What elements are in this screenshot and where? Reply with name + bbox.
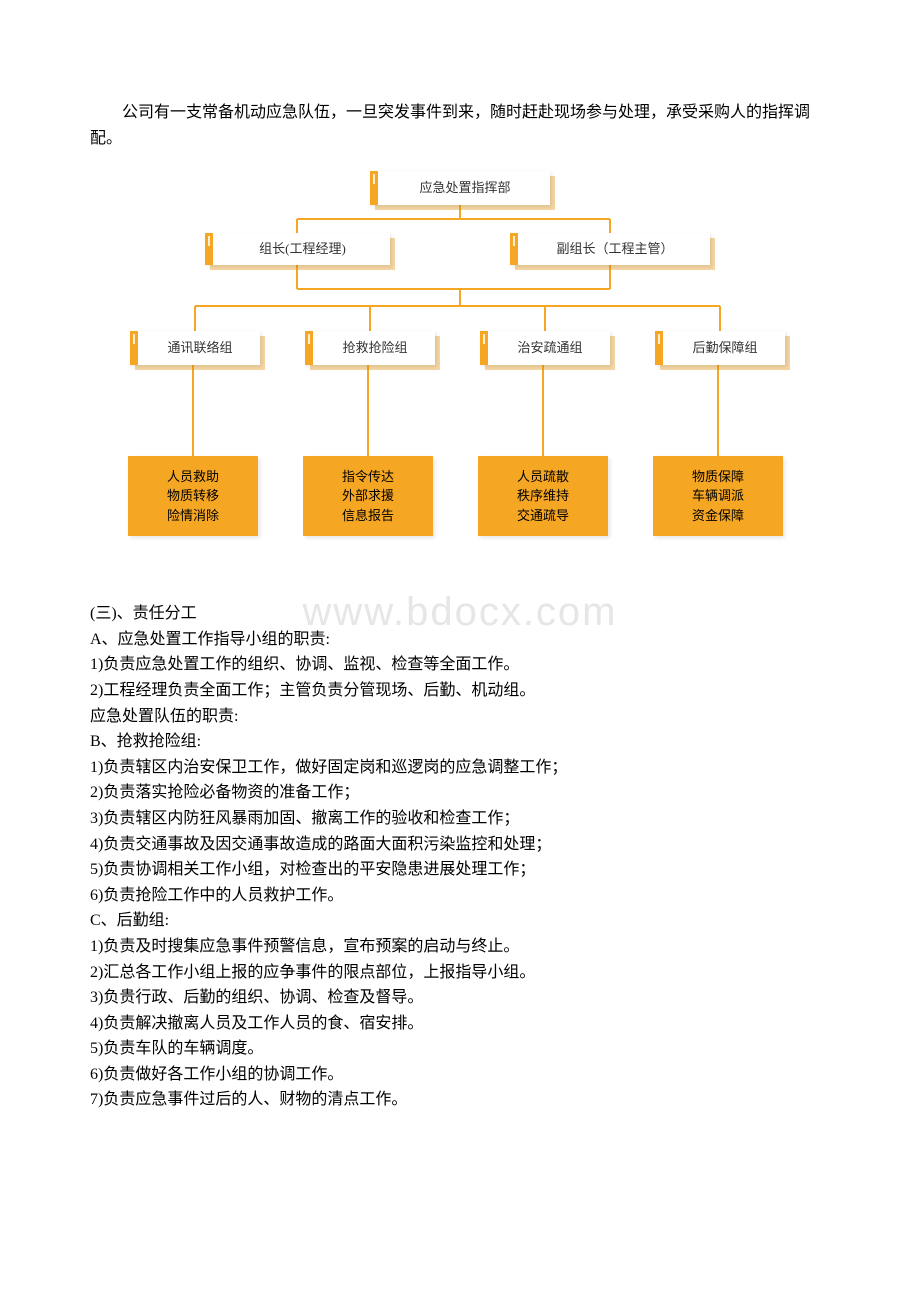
list-item: 6)负责抢险工作中的人员救护工作。 [90, 883, 830, 909]
leaf-line: 指令传达 [342, 467, 394, 487]
node-security-group: 治安疏通组 [480, 331, 610, 365]
leaf-line: 物质转移 [167, 486, 219, 506]
leaf-line: 资金保障 [692, 506, 744, 526]
node-deputy: 副组长（工程主管） [510, 233, 710, 265]
list-item: 2)工程经理负责全面工作；主管负责分管现场、后勤、机动组。 [90, 678, 830, 704]
list-item: 5)负责协调相关工作小组，对检查出的平安隐患进展处理工作； [90, 857, 830, 883]
leaf-line: 秩序维持 [517, 486, 569, 506]
leaf-line: 人员救助 [167, 467, 219, 487]
leaf-line: 物质保障 [692, 467, 744, 487]
list-item: 2)负责落实抢险必备物资的准备工作； [90, 780, 830, 806]
node-rescue-group: 抢救抢险组 [305, 331, 435, 365]
leaf-line: 人员疏散 [517, 467, 569, 487]
list-item: 1)负责及时搜集应急事件预警信息，宣布预案的启动与终止。 [90, 934, 830, 960]
list-item: 4)负责解决撤离人员及工作人员的食、宿安排。 [90, 1011, 830, 1037]
list-item: 3)负责辖区内防狂风暴雨加固、撤离工作的验收和检查工作； [90, 806, 830, 832]
node-leader: 组长(工程经理) [205, 233, 390, 265]
org-chart: 应急处置指挥部 组长(工程经理) 副组长（工程主管） 通讯联络组 抢救抢险组 治… [90, 171, 830, 571]
section-3: (三)、责任分工 A、应急处置工作指导小组的职责: 1)负责应急处置工作的组织、… [90, 601, 830, 1113]
list-item: 4)负责交通事故及因交通事故造成的路面大面积污染监控和处理； [90, 832, 830, 858]
leaf-comm: 人员救助 物质转移 险情消除 [128, 456, 258, 536]
leaf-line: 车辆调派 [692, 486, 744, 506]
section-title: (三)、责任分工 [90, 601, 830, 627]
group-a-subheading: 应急处置队伍的职责: [90, 704, 830, 730]
list-item: 5)负责车队的车辆调度。 [90, 1036, 830, 1062]
group-a-heading: A、应急处置工作指导小组的职责: [90, 627, 830, 653]
node-comm-group: 通讯联络组 [130, 331, 260, 365]
list-item: 3)负贵行政、后勤的组织、协调、检查及督导。 [90, 985, 830, 1011]
list-item: 1)负责应急处置工作的组织、协调、监视、检查等全面工作。 [90, 652, 830, 678]
group-c-heading: C、后勤组: [90, 908, 830, 934]
node-logistics-group: 后勤保障组 [655, 331, 785, 365]
list-item: 2)汇总各工作小组上报的应争事件的限点部位，上报指导小组。 [90, 960, 830, 986]
leaf-logistics: 物质保障 车辆调派 资金保障 [653, 456, 783, 536]
list-item: 7)负责应急事件过后的人、财物的清点工作。 [90, 1087, 830, 1113]
leaf-line: 交通疏导 [517, 506, 569, 526]
node-top: 应急处置指挥部 [370, 171, 550, 205]
intro-paragraph: 公司有一支常备机动应急队伍，一旦突发事件到来，随时赶赴现场参与处理，承受采购人的… [90, 100, 830, 151]
leaf-line: 外部求援 [342, 486, 394, 506]
list-item: 1)负责辖区内治安保卫工作，做好固定岗和巡逻岗的应急调整工作； [90, 755, 830, 781]
leaf-line: 信息报告 [342, 506, 394, 526]
leaf-security: 人员疏散 秩序维持 交通疏导 [478, 456, 608, 536]
list-item: 6)负责做好各工作小组的协调工作。 [90, 1062, 830, 1088]
group-b-heading: B、抢救抢险组: [90, 729, 830, 755]
leaf-line: 险情消除 [167, 506, 219, 526]
leaf-rescue: 指令传达 外部求援 信息报告 [303, 456, 433, 536]
